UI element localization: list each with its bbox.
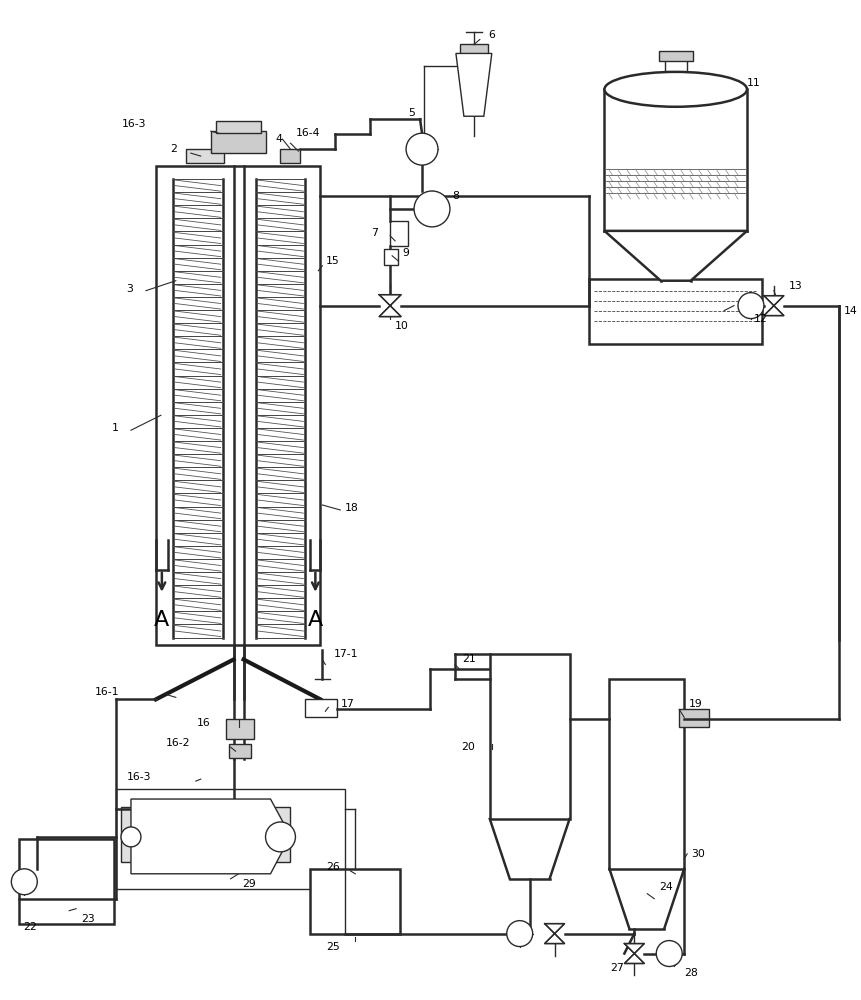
Text: 20: 20 — [461, 742, 475, 752]
Bar — [679, 709, 709, 727]
Text: 7: 7 — [371, 228, 378, 238]
Text: 10: 10 — [395, 321, 409, 331]
Text: 16: 16 — [197, 718, 211, 728]
Text: 17-1: 17-1 — [333, 649, 358, 659]
Bar — [306, 699, 338, 717]
Circle shape — [11, 869, 37, 895]
Polygon shape — [456, 53, 492, 116]
Bar — [211, 131, 265, 153]
Polygon shape — [379, 295, 401, 317]
Text: 18: 18 — [345, 503, 359, 513]
Text: 11: 11 — [747, 78, 761, 88]
Text: 4: 4 — [276, 134, 282, 144]
Bar — [216, 121, 261, 133]
Text: 16-4: 16-4 — [295, 128, 320, 138]
Polygon shape — [764, 296, 784, 316]
Bar — [273, 807, 290, 862]
Text: 26: 26 — [326, 862, 340, 872]
Circle shape — [414, 191, 450, 227]
Bar — [226, 719, 254, 739]
Bar — [186, 149, 224, 163]
Bar — [660, 51, 693, 61]
Text: 6: 6 — [488, 30, 495, 40]
Text: 17: 17 — [340, 699, 354, 709]
Bar — [610, 679, 684, 869]
Text: 23: 23 — [81, 914, 95, 924]
Circle shape — [738, 293, 764, 319]
Bar — [19, 839, 114, 924]
Text: 21: 21 — [461, 654, 475, 664]
Circle shape — [507, 921, 533, 947]
Text: 12: 12 — [754, 314, 768, 324]
Circle shape — [265, 822, 295, 852]
Circle shape — [121, 827, 141, 847]
Bar — [121, 807, 139, 862]
Bar — [460, 44, 488, 54]
Text: 19: 19 — [689, 699, 703, 709]
Text: 30: 30 — [691, 849, 705, 859]
Text: 14: 14 — [844, 306, 858, 316]
Bar — [229, 744, 251, 758]
Text: 1: 1 — [112, 423, 119, 433]
Text: 16-3: 16-3 — [121, 119, 146, 129]
Circle shape — [656, 941, 682, 966]
Bar — [390, 221, 408, 246]
Text: A: A — [154, 610, 170, 630]
Text: 28: 28 — [684, 968, 698, 978]
Text: 29: 29 — [243, 879, 257, 889]
Bar — [116, 789, 345, 889]
Text: 5: 5 — [408, 108, 415, 118]
Polygon shape — [604, 231, 747, 281]
Text: 16-1: 16-1 — [95, 687, 119, 697]
Bar — [310, 869, 400, 934]
Text: 9: 9 — [402, 248, 409, 258]
Text: 22: 22 — [23, 922, 37, 932]
Bar — [156, 166, 320, 645]
Text: A: A — [307, 610, 323, 630]
Ellipse shape — [604, 72, 747, 107]
Text: 24: 24 — [660, 882, 673, 892]
Bar — [384, 249, 398, 265]
Text: 2: 2 — [170, 144, 177, 154]
Bar — [590, 279, 762, 344]
Text: 16-3: 16-3 — [127, 772, 151, 782]
Text: 15: 15 — [325, 256, 339, 266]
Bar — [490, 654, 569, 819]
Text: 3: 3 — [126, 284, 133, 294]
Polygon shape — [131, 799, 290, 874]
Bar — [666, 59, 687, 89]
Text: 13: 13 — [789, 281, 802, 291]
Text: 27: 27 — [610, 963, 624, 973]
Polygon shape — [545, 924, 565, 944]
Circle shape — [406, 133, 438, 165]
Text: 8: 8 — [452, 191, 459, 201]
Text: 16-2: 16-2 — [166, 738, 191, 748]
Polygon shape — [624, 944, 644, 963]
Text: 25: 25 — [326, 942, 340, 952]
Bar — [281, 149, 300, 163]
